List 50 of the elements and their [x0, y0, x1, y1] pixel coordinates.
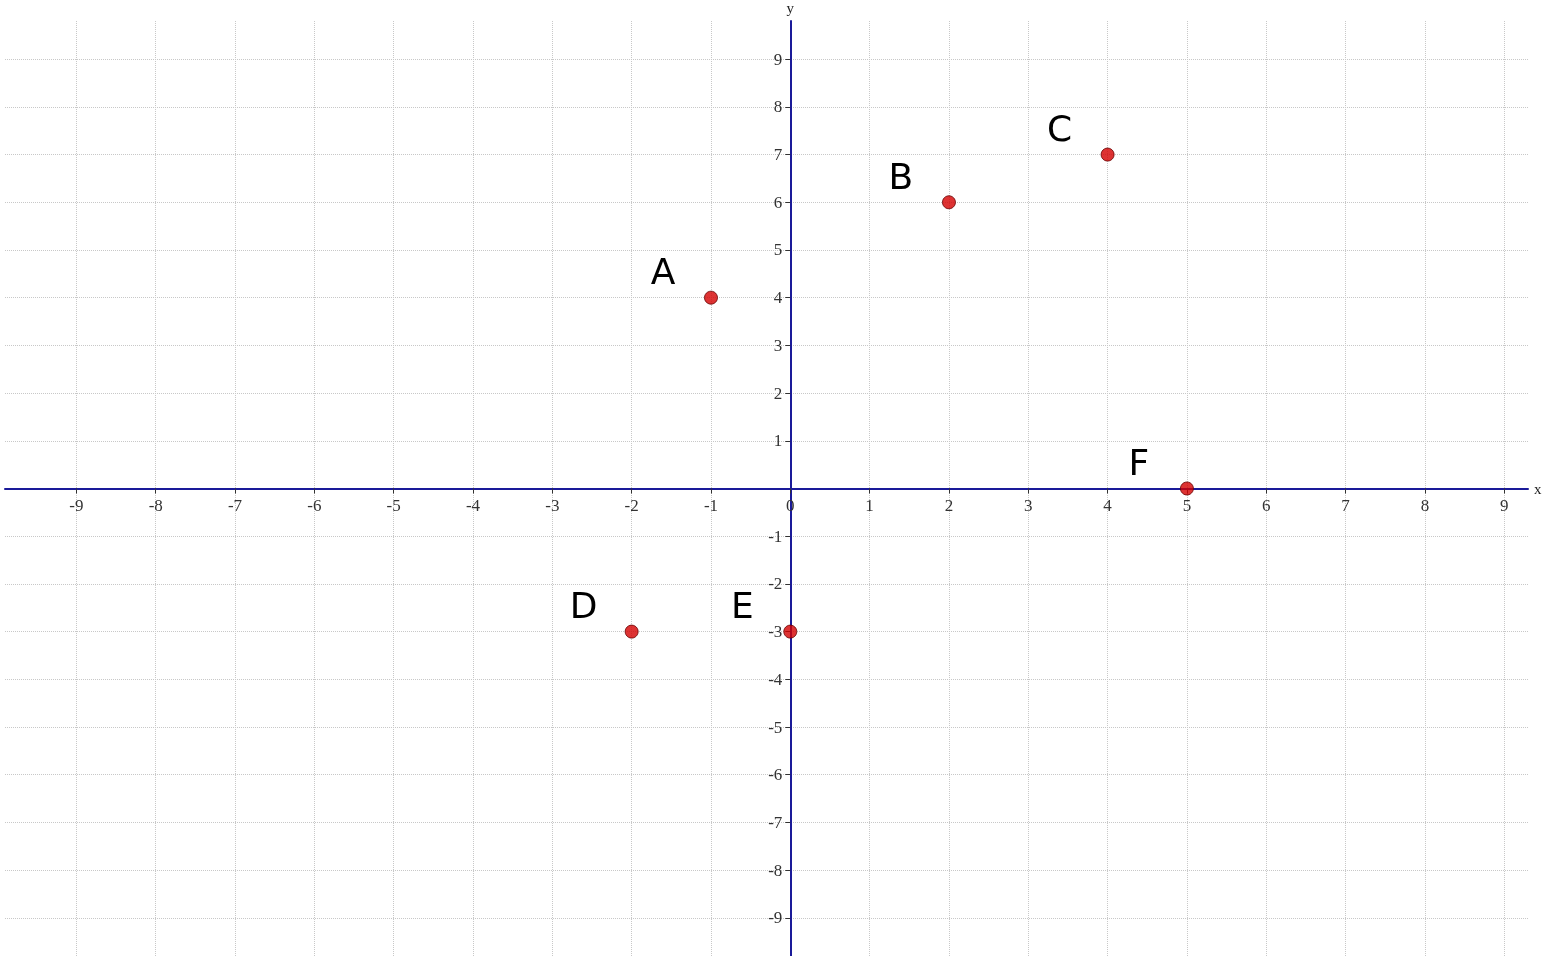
y-tick-label: 4: [773, 288, 783, 308]
x-tick-label: -1: [703, 495, 719, 515]
y-tick-label: -1: [768, 526, 783, 546]
y-tick-label: 1: [773, 431, 783, 451]
x-axis-title: x: [1534, 480, 1542, 497]
y-tick-label: -9: [768, 908, 783, 928]
x-tick-label: 1: [865, 495, 874, 515]
y-tick-label: 2: [773, 383, 783, 403]
x-tick-label: -6: [307, 495, 322, 515]
x-tick-label: 2: [944, 495, 954, 515]
y-tick-label: -8: [768, 860, 783, 880]
annotation: C: [1047, 108, 1073, 150]
y-tick-label: -6: [768, 765, 783, 785]
x-tick-label: 8: [1420, 495, 1430, 515]
x-tick-label: -7: [227, 495, 243, 515]
annotation: E: [730, 585, 754, 627]
point: [1100, 147, 1115, 162]
x-tick-label: 7: [1341, 495, 1351, 515]
y-tick-label: -5: [768, 717, 783, 737]
x-tick-label: -3: [545, 495, 560, 515]
y-tick-label: 5: [773, 240, 783, 260]
point: [1179, 481, 1194, 496]
annotation: F: [1128, 442, 1150, 483]
y-tick-label: 7: [773, 145, 783, 165]
y-tick-label: 8: [773, 97, 783, 117]
x-tick-label: 9: [1499, 495, 1509, 515]
y-tick-label: 6: [773, 192, 783, 212]
annotation: A: [650, 251, 676, 293]
x-tick-label: 5: [1182, 495, 1192, 515]
x-tick-label: -8: [148, 495, 163, 515]
x-tick-label: -4: [465, 495, 481, 515]
x-tick-label: 3: [1024, 495, 1033, 515]
x-tick-label: -9: [69, 495, 84, 515]
x-tick-label: 4: [1103, 495, 1113, 515]
x-tick-label: -2: [624, 495, 639, 515]
x-tick-label: 6: [1261, 495, 1271, 515]
point: [624, 624, 639, 639]
annotation: D: [569, 585, 598, 627]
y-axis-title: y: [786, 0, 795, 16]
y-tick-label: -7: [768, 812, 783, 832]
y-tick-label: -4: [768, 669, 783, 689]
point: [783, 624, 798, 639]
y-tick-label: -2: [768, 574, 783, 594]
y-tick-label: 3: [773, 335, 783, 355]
x-tick-label: -5: [386, 495, 401, 515]
y-tick-label: -3: [768, 622, 783, 642]
point: [703, 290, 718, 305]
annotation: B: [888, 155, 914, 197]
y-tick-label: 9: [773, 49, 783, 69]
point: [941, 195, 956, 210]
